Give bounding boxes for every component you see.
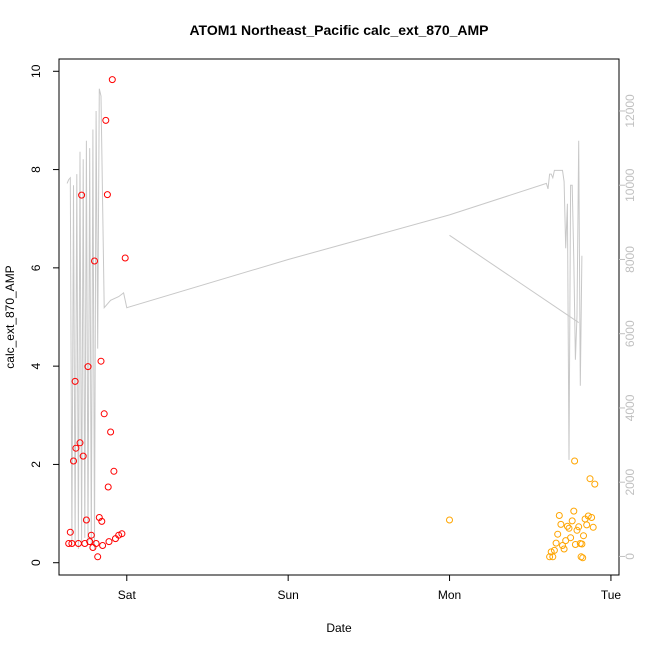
red-point	[107, 428, 115, 436]
red-point	[118, 530, 126, 538]
orange-point	[554, 530, 562, 538]
line-segment	[449, 234, 579, 324]
orange-point	[571, 457, 579, 465]
x-tick-label: Mon	[438, 588, 461, 602]
orange-point	[588, 514, 596, 521]
orange-point	[550, 546, 558, 554]
red-point	[92, 540, 100, 547]
orange-point	[563, 522, 571, 530]
y-tick-label: 4	[29, 362, 43, 369]
red-point	[115, 531, 123, 539]
x-axis: Sat Sun Mon Tue	[118, 575, 622, 602]
chart-title: ATOM1 Northeast_Pacific calc_ext_870_AMP	[189, 22, 488, 38]
orange-point	[546, 553, 554, 561]
orange-point	[570, 507, 578, 515]
red-point	[87, 531, 95, 539]
y-tick-label: 2	[29, 461, 43, 468]
red-point	[100, 410, 108, 418]
red-point	[72, 444, 80, 452]
red-point	[84, 363, 92, 371]
orange-point	[568, 517, 576, 525]
y-axis-title: calc_ext_870_AMP	[3, 265, 17, 368]
red-point	[76, 439, 84, 447]
red-point	[78, 191, 86, 199]
orange-point	[584, 512, 592, 520]
y2-tick-label: 8000	[623, 246, 637, 273]
y-axis-right: 0 2000 4000 6000 8000 10000 12000	[619, 94, 637, 560]
red-point	[79, 452, 87, 460]
orange-point	[579, 554, 587, 562]
red-point	[102, 116, 110, 124]
orange-point	[552, 539, 560, 547]
orange-point	[555, 512, 563, 519]
orange-point	[575, 523, 583, 531]
x-tick-label: Sat	[118, 588, 137, 602]
red-point	[108, 76, 116, 84]
orange-point	[567, 534, 575, 542]
line-series	[66, 88, 583, 550]
orange-point	[559, 542, 566, 549]
orange-point	[586, 475, 594, 483]
orange-point	[580, 532, 587, 540]
plot-frame	[58, 58, 620, 576]
orange-point	[571, 541, 579, 548]
orange-point	[565, 524, 573, 532]
orange-point	[557, 520, 565, 528]
scatter-points	[65, 76, 599, 562]
red-point	[94, 553, 102, 561]
red-point	[110, 467, 118, 475]
y-tick-label: 0	[29, 559, 43, 566]
y2-tick-label: 12000	[623, 94, 637, 128]
red-point	[70, 457, 77, 465]
orange-point	[549, 553, 557, 561]
x-tick-label: Tue	[601, 588, 622, 602]
y2-tick-label: 0	[623, 553, 637, 560]
orange-point	[547, 548, 555, 556]
red-point	[66, 528, 74, 536]
y-tick-label: 10	[29, 64, 43, 78]
orange-point	[589, 523, 597, 531]
y-tick-label: 6	[29, 264, 43, 271]
red-point	[121, 254, 129, 262]
line-segment	[66, 88, 583, 550]
x-tick-label: Sun	[277, 588, 298, 602]
y2-tick-label: 6000	[623, 320, 637, 347]
red-point	[65, 540, 73, 547]
orange-point	[573, 526, 581, 534]
red-point	[71, 377, 79, 385]
y2-tick-label: 4000	[623, 394, 637, 421]
orange-point	[577, 553, 585, 561]
y2-tick-label: 10000	[623, 168, 637, 202]
red-point	[91, 257, 98, 265]
orange-point	[583, 521, 591, 529]
orange-point	[591, 480, 599, 488]
red-point	[82, 516, 90, 524]
y2-tick-label: 2000	[623, 469, 637, 496]
y-tick-label: 8	[29, 166, 43, 173]
red-point	[86, 538, 94, 546]
orange-point	[560, 545, 568, 553]
red-point	[98, 517, 106, 525]
red-point	[105, 538, 113, 546]
orange-point	[578, 540, 586, 548]
red-point	[103, 191, 111, 199]
red-point	[97, 357, 105, 365]
red-point	[99, 542, 107, 549]
y-axis-left: 0 2 4 6 8 10	[29, 64, 59, 566]
red-point	[104, 483, 112, 491]
x-axis-title: Date	[326, 621, 352, 635]
orange-point	[446, 516, 453, 524]
